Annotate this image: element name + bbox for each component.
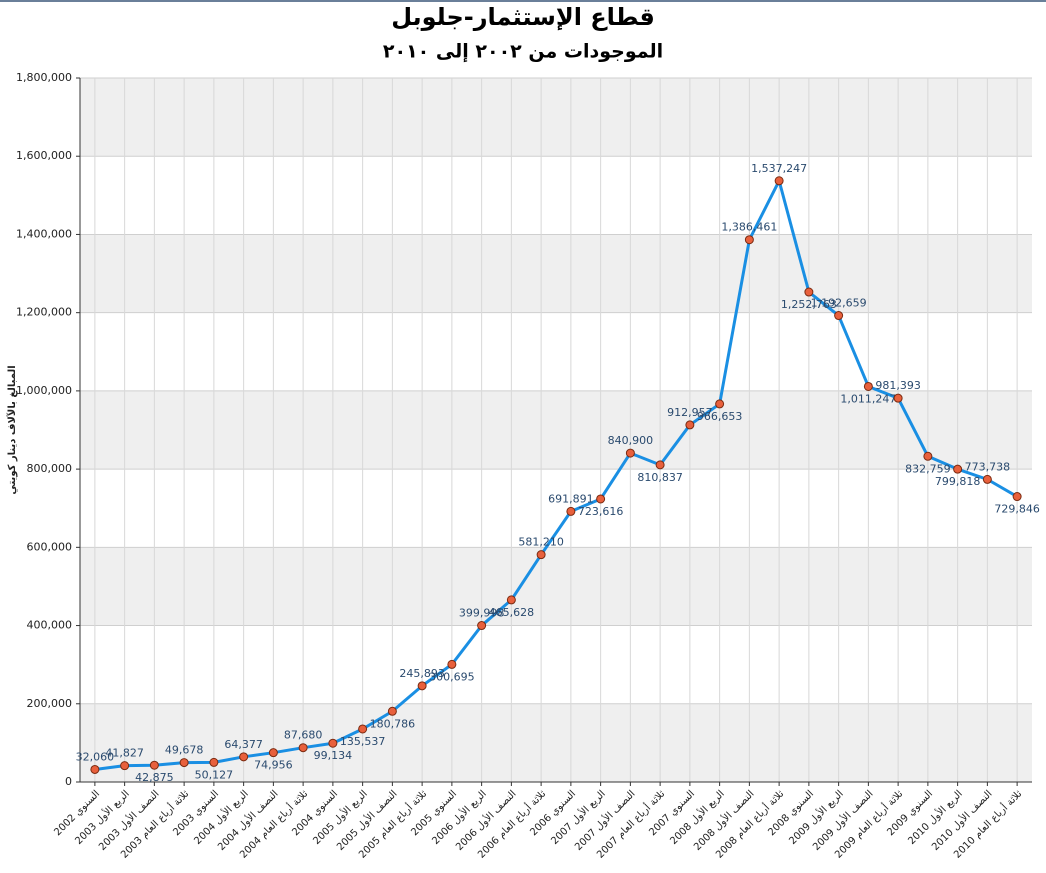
y-tick-label: 1,800,000 [16,71,72,84]
value-label: 581,210 [518,536,564,549]
point [209,757,219,767]
grid-band [80,390,1032,470]
value-label: 300,695 [429,670,475,683]
y-tick-label: 1,600,000 [16,149,72,162]
point [358,724,368,734]
value-label: 1,386,461 [721,221,777,234]
value-label: 810,837 [637,471,683,484]
value-label: 832,759 [905,462,951,475]
top-border [0,0,1046,2]
value-label: 723,616 [578,505,624,518]
chart-title: قطاع الإستثمار-جلوبل [391,3,655,31]
value-label: 74,956 [254,759,293,772]
point [417,681,427,691]
value-label: 691,891 [548,492,594,505]
y-tick-label: 1,000,000 [16,384,72,397]
series-line [94,179,1018,771]
point [298,743,308,753]
value-label: 1,192,659 [811,297,867,310]
point [328,738,338,748]
y-tick-label: 600,000 [27,540,73,553]
point [596,494,606,504]
value-label: 32,060 [76,750,115,763]
point [744,235,754,245]
value-label: 912,957 [667,406,713,419]
point [536,550,546,560]
value-label: 41,827 [105,747,144,760]
value-label: 981,393 [875,379,921,392]
point [566,506,576,516]
value-label: 180,786 [370,717,416,730]
value-label: 799,818 [935,475,981,488]
point [625,448,635,458]
point [655,460,665,470]
bands [80,78,1032,782]
chart-subtitle: الموجودات من ٢٠٠٢ إلى ٢٠١٠ [383,41,663,63]
point [893,393,903,403]
y-tick-label: 400,000 [27,619,73,632]
value-label: 42,875 [135,771,174,784]
grid-band [80,78,1032,157]
value-label: 399,998 [459,607,505,620]
grid-band [80,234,1032,313]
point [923,451,933,461]
value-label: 50,127 [195,768,234,781]
value-label: 87,680 [284,729,323,742]
y-tick-label: 1,400,000 [16,227,72,240]
point [1012,492,1022,502]
point [268,748,278,758]
y-tick-label: 800,000 [27,462,73,475]
point [953,464,963,474]
value-label: 840,900 [608,434,654,447]
point [982,474,992,484]
point [774,176,784,186]
point [863,381,873,391]
point [387,706,397,716]
value-label: 1,252,763 [781,298,837,311]
value-label: 1,011,247 [840,392,896,405]
point [179,758,189,768]
point [834,311,844,321]
point [149,760,159,770]
y-tick-label: 0 [65,775,72,788]
y-axis-label: المبالغ بالآلاف دينار كويتي [6,365,18,494]
value-label: 465,628 [489,606,535,619]
point [804,287,814,297]
value-label: 135,537 [340,735,386,748]
point [239,752,249,762]
point [447,659,457,669]
value-label: 245,893 [399,667,445,680]
point [120,761,130,771]
value-label: 729,846 [994,503,1040,516]
y-tick-label: 200,000 [27,697,73,710]
value-label: 64,377 [224,738,263,751]
point [506,595,516,605]
value-label: 99,134 [314,749,353,762]
point [685,420,695,430]
value-label: 773,738 [965,460,1011,473]
point [715,399,725,409]
value-label: 49,678 [165,744,204,757]
value-label: 1,537,247 [751,162,807,175]
grid-band [80,703,1032,782]
point [90,764,100,774]
value-label: 966,653 [697,410,743,423]
grid-band [80,547,1032,626]
y-tick-label: 1,200,000 [16,306,72,319]
point [477,621,487,631]
